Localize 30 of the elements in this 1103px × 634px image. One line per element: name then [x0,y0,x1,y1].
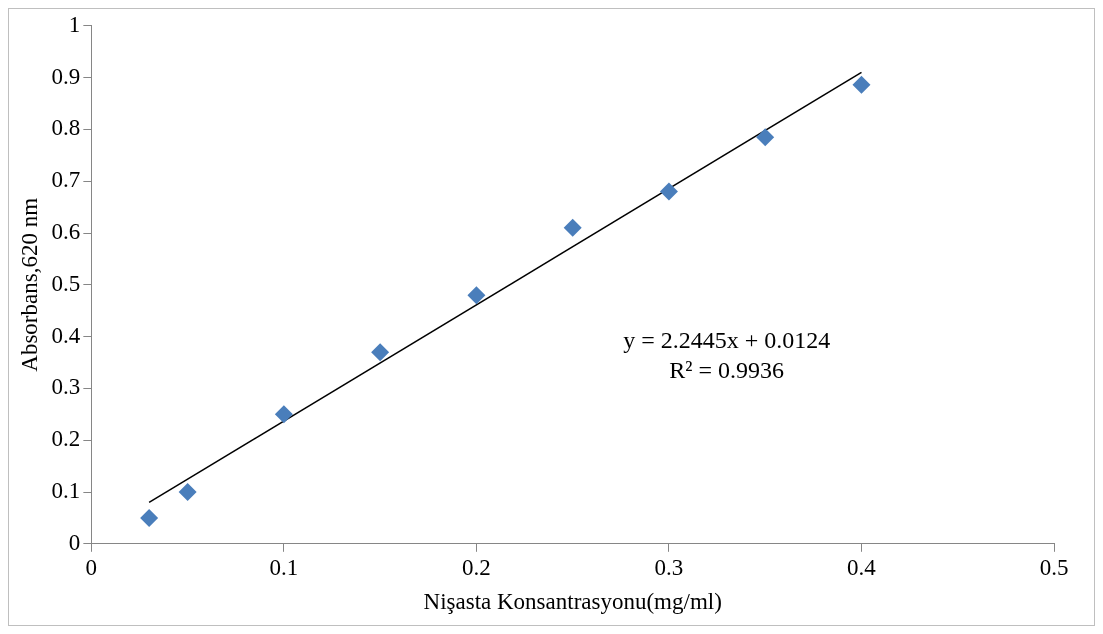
x-axis-title: Nişasta Konsantrasyonu(mg/ml) [423,589,722,615]
x-tick-label: 0.1 [269,554,299,580]
point [659,182,678,201]
y-axis-title: Absorbans,620 nm [16,197,42,372]
point [178,483,197,501]
x-tick-label: 0 [85,554,98,580]
y-tick-label: 0.9 [51,63,81,89]
y-tick-label: 1 [68,11,81,37]
annotation: R² = 0.9936 [669,357,785,384]
y-tick-label: 0.7 [51,167,81,193]
annotation: y = 2.2445x + 0.0124 [623,327,831,354]
y-tick-label: 0.1 [51,478,81,504]
x-tick-label: 0.4 [847,554,877,580]
x-tick-label: 0.2 [462,554,491,580]
y-tick-label: 0 [68,529,81,555]
point [140,508,159,527]
point [274,405,293,424]
y-tick-label: 0.3 [51,374,81,400]
point [563,218,582,237]
point [756,128,775,147]
y-tick-label: 0.6 [51,219,81,245]
y-tick-label: 0.2 [51,426,81,452]
point [467,286,486,305]
x-tick-label: 0.5 [1039,554,1069,580]
y-tick-label: 0.4 [51,322,81,348]
y-tick-label: 0.8 [51,115,81,141]
x-tick-label: 0.3 [654,554,684,580]
y-tick-label: 0.5 [51,270,81,296]
point [852,75,871,94]
point [371,343,390,362]
